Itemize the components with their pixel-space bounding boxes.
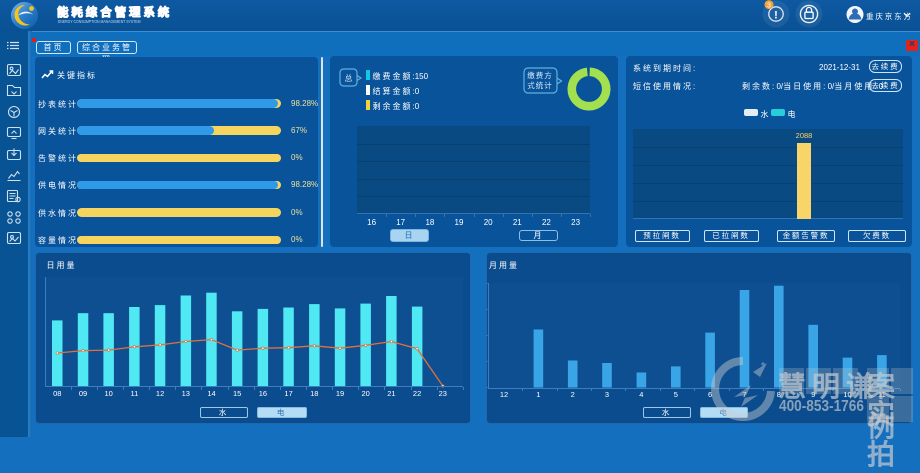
svg-text:缴费方: 缴费方 bbox=[527, 70, 553, 80]
svg-text:3: 3 bbox=[767, 2, 771, 9]
svg-text:式统计: 式统计 bbox=[527, 80, 553, 90]
svg-text:总: 总 bbox=[345, 73, 353, 83]
svg-text:!: ! bbox=[774, 10, 778, 22]
